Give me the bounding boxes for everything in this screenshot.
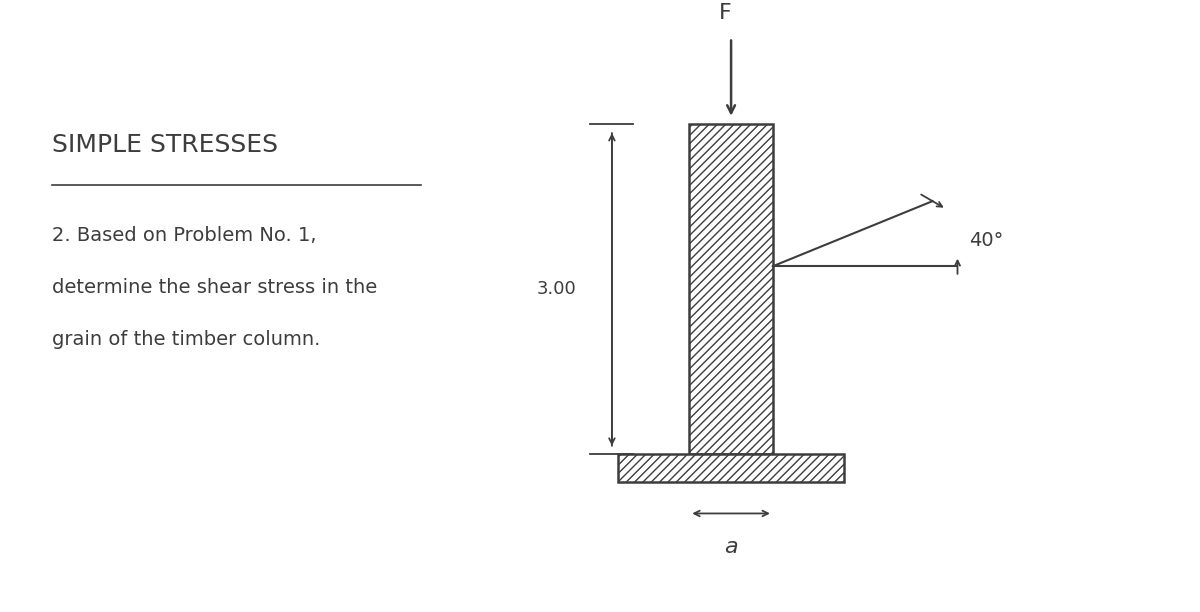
Text: 3.00: 3.00 xyxy=(536,280,576,299)
Text: F: F xyxy=(719,3,732,23)
Text: 2. Based on Problem No. 1,: 2. Based on Problem No. 1, xyxy=(52,226,317,245)
FancyBboxPatch shape xyxy=(689,124,773,455)
Text: a: a xyxy=(725,537,738,557)
Text: SIMPLE STRESSES: SIMPLE STRESSES xyxy=(52,133,278,157)
Text: grain of the timber column.: grain of the timber column. xyxy=(52,330,320,349)
Text: determine the shear stress in the: determine the shear stress in the xyxy=(52,278,377,297)
Text: 40°: 40° xyxy=(970,231,1003,250)
FancyBboxPatch shape xyxy=(618,455,845,482)
